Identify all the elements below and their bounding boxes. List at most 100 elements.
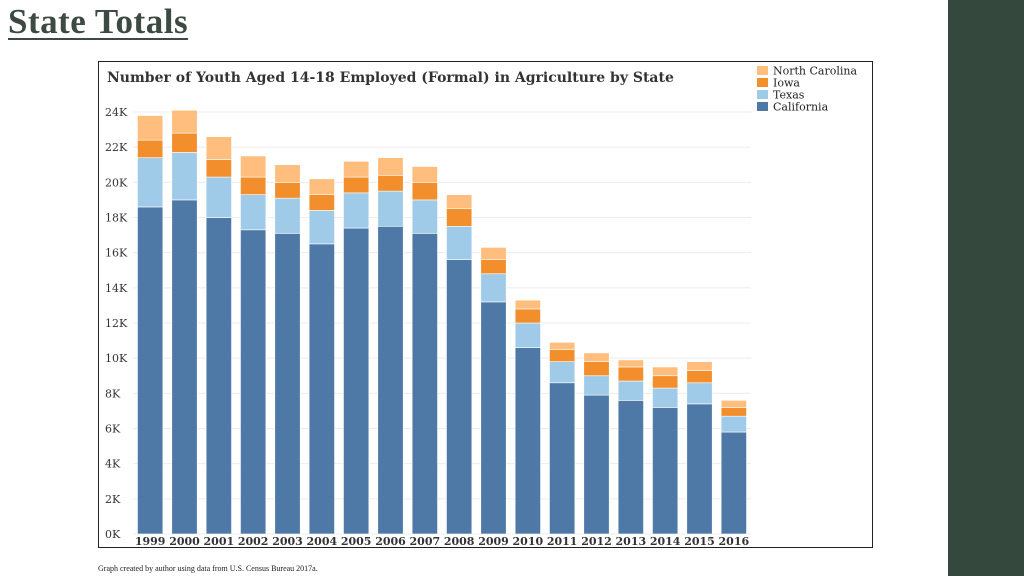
stacked-bar-chart: Number of Youth Aged 14-18 Employed (For… [105, 65, 857, 548]
bar-segment-texas [583, 375, 610, 396]
bar-segment-california [411, 233, 438, 535]
legend-label: Iowa [773, 77, 800, 90]
bar-segment-texas [549, 361, 576, 384]
y-tick-label: 18K [105, 212, 128, 225]
bar-segment-north-carolina [549, 342, 576, 350]
legend-label: North Carolina [773, 65, 857, 78]
bar-segment-california [549, 382, 576, 535]
bar-segment-california [377, 225, 404, 535]
y-tick-label: 8K [105, 387, 121, 400]
legend-label: Texas [773, 89, 805, 102]
bar-segment-north-carolina [343, 160, 370, 178]
y-tick-label: 10K [105, 352, 128, 365]
bar-segment-north-carolina [308, 178, 335, 195]
bar-segment-iowa [617, 366, 644, 382]
bar-segment-north-carolina [171, 109, 198, 134]
bar-segment-texas [377, 190, 404, 227]
bar-segment-north-carolina [446, 194, 473, 210]
legend-swatch [757, 66, 768, 75]
bar-segment-north-carolina [411, 166, 438, 183]
bar-segment-iowa [720, 407, 747, 417]
bar-segment-iowa [377, 175, 404, 192]
y-tick-label: 24K [105, 106, 128, 119]
bar-segment-iowa [446, 208, 473, 227]
bar-segment-iowa [171, 132, 198, 153]
y-tick-label: 4K [105, 458, 121, 471]
x-tick-label: 2014 [650, 535, 681, 547]
y-tick-label: 6K [105, 423, 121, 436]
bar-segment-texas [686, 382, 713, 405]
bar-segment-california [343, 227, 370, 535]
x-axis: 1999 2000 2001 2002 2003 2004 2005 2006 2007 2008… [135, 535, 750, 547]
bar-segment-texas [274, 197, 301, 234]
bar-segment-california [240, 229, 267, 535]
bar-segment-iowa [583, 361, 610, 377]
x-tick-label: 2002 [238, 535, 269, 547]
x-tick-label: 2016 [719, 535, 750, 547]
bar-segment-iowa [308, 194, 335, 211]
bar-segment-iowa [137, 139, 164, 159]
legend-swatch [757, 78, 768, 87]
bars-layer [137, 109, 747, 535]
bar-segment-texas [137, 157, 164, 208]
bar-segment-iowa [480, 259, 507, 275]
bar-segment-california [308, 243, 335, 535]
bar-segment-texas [411, 199, 438, 234]
y-tick-label: 2K [105, 493, 121, 506]
bar-segment-north-carolina [480, 247, 507, 260]
x-tick-label: 2013 [616, 535, 647, 547]
bar-segment-texas [446, 225, 473, 261]
bar-segment-texas [480, 273, 507, 303]
y-axis: 0K 2K 4K 6K 8K 10K 12K 14K 16K 18K 20K 22K 24K [105, 106, 128, 541]
x-tick-label: 2011 [547, 535, 578, 547]
chart-frame: Number of Youth Aged 14-18 Employed (For… [98, 61, 873, 548]
bar-segment-north-carolina [240, 155, 267, 178]
bar-segment-iowa [652, 375, 679, 389]
bar-segment-north-carolina [720, 400, 747, 408]
bar-segment-california [720, 431, 747, 535]
bar-segment-texas [652, 387, 679, 408]
y-tick-label: 22K [105, 141, 128, 154]
bar-segment-iowa [411, 182, 438, 201]
x-tick-label: 2008 [444, 535, 475, 547]
bar-segment-iowa [240, 176, 267, 195]
bar-segment-california [617, 400, 644, 535]
bar-segment-iowa [686, 370, 713, 384]
bar-segment-california [652, 407, 679, 535]
chart-title: Number of Youth Aged 14-18 Employed (For… [107, 70, 674, 86]
bar-segment-north-carolina [652, 366, 679, 377]
bar-segment-north-carolina [514, 299, 541, 310]
bar-segment-california [686, 403, 713, 535]
x-tick-label: 2010 [513, 535, 544, 547]
x-tick-label: 2001 [204, 535, 235, 547]
bar-segment-california [446, 259, 473, 535]
legend-swatch [757, 90, 768, 99]
bar-segment-texas [205, 176, 232, 218]
x-tick-label: 2004 [307, 535, 338, 547]
x-tick-label: 2006 [375, 535, 406, 547]
bar-segment-north-carolina [686, 361, 713, 371]
x-tick-label: 2000 [169, 535, 200, 547]
bar-segment-texas [240, 194, 267, 231]
legend-swatch [757, 102, 768, 111]
source-caption: Graph created by author using data from … [98, 564, 318, 573]
bar-segment-north-carolina [137, 115, 164, 141]
legend-label: California [773, 101, 829, 114]
x-tick-label: 2005 [341, 535, 372, 547]
bar-segment-texas [720, 415, 747, 433]
bar-segment-iowa [514, 308, 541, 324]
bar-segment-north-carolina [274, 164, 301, 183]
y-tick-label: 0K [105, 528, 121, 541]
bar-segment-iowa [205, 159, 232, 178]
bar-segment-texas [514, 322, 541, 348]
bar-segment-north-carolina [377, 157, 404, 176]
bar-segment-texas [617, 380, 644, 401]
slide-title: State Totals [8, 2, 189, 41]
bar-segment-north-carolina [583, 352, 610, 362]
bar-segment-california [274, 233, 301, 535]
grid-layer [133, 111, 751, 535]
bar-segment-texas [343, 192, 370, 229]
x-tick-label: 2012 [581, 535, 612, 547]
bar-segment-california [583, 394, 610, 535]
